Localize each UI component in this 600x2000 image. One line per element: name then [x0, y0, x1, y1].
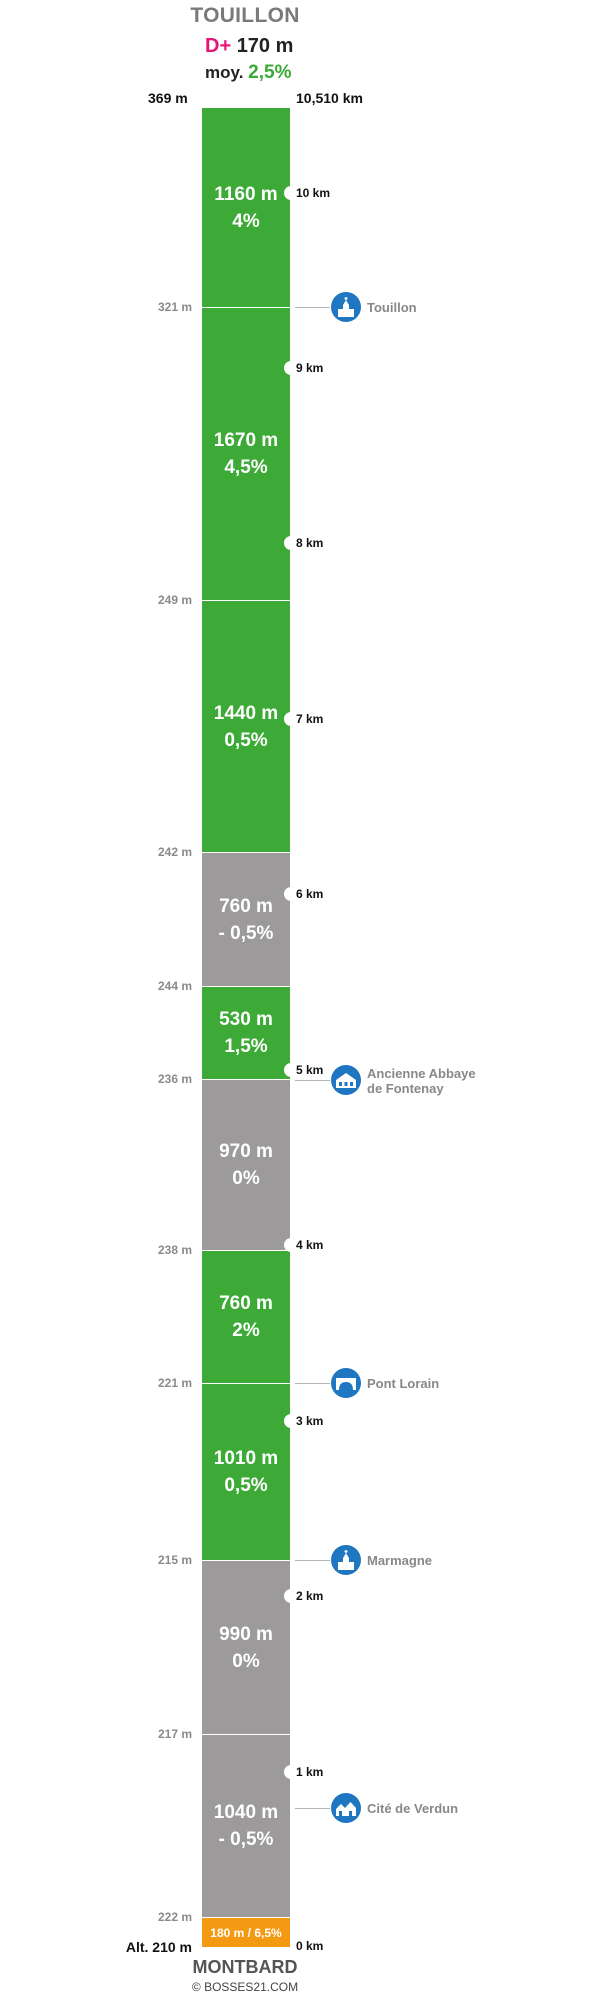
poi-label: Cité de Verdun [367, 1801, 459, 1816]
segment-length: 180 m / 6,5% [210, 1925, 282, 1940]
km-marker: 7 km [296, 712, 324, 726]
altitude-label: 244 m [157, 979, 192, 993]
moy-label: moy. [205, 63, 244, 82]
poi-connector [295, 1383, 330, 1384]
segment-grade: 0,5% [224, 729, 268, 751]
segment-7: 760 m 2% [202, 1250, 290, 1383]
km-notch [284, 887, 298, 901]
abbey-icon [331, 1065, 361, 1095]
start-altitude: Alt. 210 m [125, 1939, 192, 1955]
segment-grade: 1,5% [224, 1036, 268, 1057]
moy-value: 2,5% [248, 62, 292, 83]
segment-4: 760 m - 0,5% [202, 852, 290, 986]
poi-connector [295, 1808, 330, 1809]
km-notch [284, 1238, 298, 1252]
start-name: MONTBARD [192, 1957, 298, 1977]
km-notch [284, 1063, 298, 1077]
poi-label: Touillon [367, 300, 417, 315]
km-notch [284, 1589, 298, 1603]
poi-connector [295, 1560, 330, 1561]
segment-length: 760 m [219, 1293, 273, 1314]
church-icon [331, 1545, 361, 1575]
poi-connector [295, 307, 330, 308]
km-marker: 5 km [296, 1063, 324, 1077]
segment-6: 970 m 0% [202, 1079, 290, 1250]
segment-length: 1160 m [214, 183, 278, 205]
church-icon [331, 292, 361, 322]
segment-length: 760 m [219, 895, 273, 917]
km-marker: 9 km [296, 361, 324, 375]
segment-length: 530 m [219, 1009, 273, 1030]
dplus-label: D+ [205, 35, 232, 57]
km-marker: 2 km [296, 1589, 324, 1603]
segment-grade: - 0,5% [218, 922, 274, 944]
segment-9: 990 m 0% [202, 1560, 290, 1734]
segment-grade: 0% [232, 1650, 260, 1672]
dplus-value: 170 m [236, 35, 294, 57]
summit-name: TOUILLON [190, 4, 300, 27]
segment-1: 1160 m 4% [202, 107, 290, 307]
altitude-label: 321 m [157, 300, 192, 314]
segment-length: 1440 m [213, 702, 279, 724]
poi-label-line1: Ancienne Abbaye [367, 1066, 476, 1081]
altitude-label: 221 m [157, 1376, 192, 1390]
segment-11: 180 m / 6,5% [202, 1917, 290, 1947]
km-marker: 1 km [296, 1765, 324, 1779]
segment-5: 530 m 1,5% [202, 986, 290, 1079]
poi-label: Marmagne [367, 1553, 433, 1568]
km-notch [284, 536, 298, 550]
segment-length: 1010 m [213, 1448, 279, 1469]
poi-label: Ancienne Abbaye de Fontenay [367, 1066, 476, 1096]
km-notch [284, 1414, 298, 1428]
elevation-gain: D+ 170 m [205, 35, 293, 58]
altitude-label: 236 m [157, 1072, 192, 1086]
segment-grade: 0,5% [224, 1475, 268, 1496]
bridge-icon [331, 1368, 361, 1398]
segment-10: 1040 m - 0,5% [202, 1734, 290, 1917]
segment-length: 970 m [219, 1141, 273, 1162]
km-notch [284, 186, 298, 200]
altitude-label: 217 m [157, 1727, 192, 1741]
km-marker: 3 km [296, 1414, 324, 1428]
km-notch [284, 712, 298, 726]
average-grade: moy. 2,5% [205, 62, 291, 84]
km-marker: 8 km [296, 536, 324, 550]
altitude-label: 222 m [157, 1910, 192, 1924]
poi-label: Pont Lorain [367, 1376, 440, 1391]
segment-grade: 0% [232, 1168, 260, 1189]
segment-grade: - 0,5% [218, 1829, 274, 1850]
poi-label-line2: de Fontenay [367, 1081, 444, 1096]
total-distance: 10,510 km [296, 90, 363, 106]
km-notch [284, 361, 298, 375]
poi-connector [295, 1080, 330, 1081]
segment-grade: 2% [232, 1320, 260, 1341]
altitude-label: 242 m [157, 845, 192, 859]
segment-length: 990 m [219, 1623, 273, 1645]
km-marker: 6 km [296, 887, 324, 901]
segment-2: 1670 m 4,5% [202, 307, 290, 600]
km-notch [284, 1765, 298, 1779]
copyright: © BOSSES21.COM [191, 1980, 299, 1994]
altitude-label: 249 m [157, 593, 192, 607]
altitude-label: 215 m [157, 1553, 192, 1567]
altitude-label: 238 m [157, 1243, 192, 1257]
top-altitude: 369 m [148, 90, 188, 106]
segment-8: 1010 m 0,5% [202, 1383, 290, 1560]
km-marker: 0 km [296, 1939, 324, 1953]
segment-3: 1440 m 0,5% [202, 600, 290, 852]
segment-grade: 4% [232, 210, 260, 232]
segment-length: 1040 m [213, 1802, 279, 1823]
segment-grade: 4,5% [224, 457, 268, 478]
village-icon [331, 1793, 361, 1823]
segment-length: 1670 m [213, 430, 279, 451]
km-marker: 10 km [296, 186, 331, 200]
km-marker: 4 km [296, 1238, 324, 1252]
